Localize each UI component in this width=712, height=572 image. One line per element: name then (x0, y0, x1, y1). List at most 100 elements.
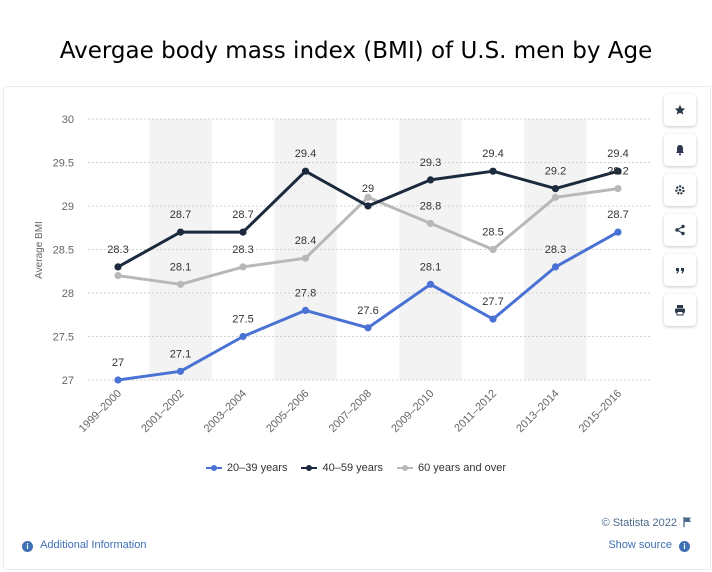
data-point (551, 185, 560, 193)
statista-credit[interactable]: © Statista 2022 (602, 517, 692, 529)
data-point (301, 167, 310, 175)
data-label: 29 (362, 183, 374, 195)
data-label: 28.7 (170, 209, 191, 221)
star-icon (674, 104, 686, 115)
data-point (614, 185, 622, 193)
data-point (176, 228, 185, 236)
y-tick-label: 27.5 (53, 332, 74, 344)
data-point (551, 263, 560, 271)
share-icon (675, 224, 685, 236)
legend-label: 20–39 years (226, 462, 288, 474)
y-tick-label: 30 (62, 114, 74, 126)
data-point (364, 324, 372, 332)
data-label: 27.8 (295, 287, 316, 299)
x-tick-label: 2009–2010 (389, 388, 436, 435)
data-label: 29.4 (607, 148, 628, 160)
data-point (426, 219, 435, 227)
show-source-link[interactable]: Show source i (608, 539, 690, 552)
y-tick-label: 28.5 (53, 245, 74, 257)
flag-icon (683, 517, 691, 527)
chart-panel (3, 86, 711, 570)
settings-button[interactable] (664, 174, 696, 206)
legend-swatch (301, 465, 318, 472)
data-label: 29.2 (545, 166, 566, 178)
additional-information-link[interactable]: i Additional Information (22, 539, 146, 552)
print-icon (675, 305, 685, 316)
data-point (176, 280, 185, 288)
chart-title: Avergae body mass index (BMI) of U.S. me… (59, 38, 653, 64)
notification-button[interactable] (664, 134, 696, 166)
x-tick-label: 2005–2006 (264, 388, 311, 435)
cite-button[interactable] (664, 254, 696, 286)
legend-swatch (205, 465, 222, 472)
legend-label: 40–59 years (322, 462, 384, 474)
gear-icon (675, 185, 685, 195)
data-point (239, 263, 247, 271)
data-label: 29.3 (420, 157, 441, 169)
data-label: 28.1 (420, 261, 441, 273)
data-label: 29.4 (295, 148, 316, 160)
print-button[interactable] (664, 294, 696, 326)
data-label: 27.6 (357, 305, 378, 317)
legend-swatch (397, 465, 414, 472)
data-point (364, 193, 372, 201)
data-point (364, 202, 372, 210)
x-tick-label: 1999–2000 (77, 388, 124, 435)
favorite-button[interactable] (664, 94, 696, 126)
data-point (489, 315, 497, 323)
x-tick-label: 2001–2002 (139, 388, 186, 435)
data-point (551, 193, 560, 201)
sidebar-toolbar (664, 94, 698, 334)
data-point (426, 176, 435, 184)
y-tick-label: 29 (62, 201, 74, 213)
data-point (489, 245, 497, 254)
data-point (239, 332, 247, 341)
data-point (239, 228, 247, 236)
legend-item[interactable]: 60 years and over (397, 462, 506, 474)
quote-icon (676, 268, 684, 274)
x-tick-label: 2007–2008 (327, 388, 374, 435)
data-label: 27 (112, 357, 124, 369)
data-label: 29.4 (482, 148, 503, 160)
y-axis-label: Average BMI (34, 221, 45, 279)
data-label: 28.1 (170, 261, 191, 273)
data-point (301, 254, 310, 262)
data-label: 29.2 (607, 166, 628, 178)
y-tick-label: 28 (62, 288, 74, 300)
data-label: 27.5 (232, 314, 253, 326)
info-icon: i (22, 541, 33, 552)
x-tick-label: 2003–2004 (202, 388, 249, 435)
y-tick-label: 27 (62, 375, 74, 387)
x-tick-label: 2015–2016 (577, 388, 624, 435)
bell-icon (676, 145, 684, 156)
data-label: 28.3 (232, 244, 253, 256)
data-point (426, 280, 435, 288)
data-point (614, 228, 622, 236)
data-point (114, 376, 122, 384)
legend-item[interactable]: 40–59 years (301, 462, 383, 474)
data-point (176, 367, 185, 375)
y-tick-label: 29.5 (53, 158, 74, 170)
data-label: 28.7 (607, 209, 628, 221)
data-label: 28.3 (107, 244, 128, 256)
data-label: 27.1 (170, 348, 191, 360)
x-tick-label: 2013–2014 (514, 388, 561, 435)
x-tick-label: 2011–2012 (452, 388, 499, 435)
data-label: 28.3 (545, 244, 566, 256)
data-label: 28.7 (232, 209, 253, 221)
data-point (114, 272, 122, 280)
data-label: 28.5 (482, 227, 503, 239)
legend-item[interactable]: 20–39 years (205, 462, 288, 474)
data-label: 28.8 (420, 200, 441, 212)
data-point (489, 167, 497, 175)
data-point (614, 167, 622, 175)
legend-label: 60 years and over (418, 462, 507, 474)
info-icon: i (679, 541, 690, 552)
data-label: 27.7 (482, 296, 503, 308)
data-point (301, 306, 310, 314)
share-button[interactable] (664, 214, 696, 246)
data-label: 28.4 (295, 235, 316, 247)
chart-legend: 20–39 years 40–59 years 60 years and over (0, 462, 712, 474)
data-point (114, 263, 122, 271)
